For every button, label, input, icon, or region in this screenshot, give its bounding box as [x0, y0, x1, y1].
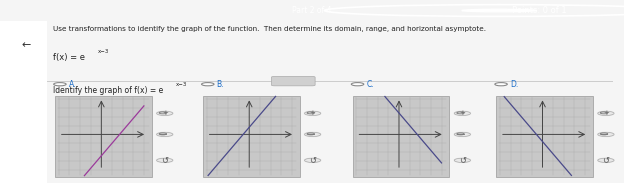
Circle shape	[157, 111, 173, 115]
Text: +: +	[603, 110, 609, 116]
Circle shape	[454, 132, 470, 137]
Circle shape	[157, 132, 173, 137]
Text: A.: A.	[69, 80, 76, 89]
Text: C.: C.	[366, 80, 374, 89]
Text: x−3: x−3	[98, 48, 109, 54]
Circle shape	[202, 83, 214, 86]
Circle shape	[305, 158, 321, 163]
Text: +: +	[459, 110, 466, 116]
Text: Part 2 of 4: Part 2 of 4	[292, 6, 332, 15]
Circle shape	[351, 83, 364, 86]
FancyBboxPatch shape	[271, 76, 315, 86]
FancyBboxPatch shape	[0, 21, 47, 183]
FancyBboxPatch shape	[55, 96, 152, 177]
Text: ↺: ↺	[459, 156, 466, 165]
Text: D.: D.	[510, 80, 518, 89]
Circle shape	[157, 158, 173, 163]
Text: ↺: ↺	[309, 156, 316, 165]
Circle shape	[598, 132, 614, 137]
Circle shape	[54, 83, 66, 86]
Circle shape	[305, 132, 321, 137]
Circle shape	[598, 158, 614, 163]
FancyBboxPatch shape	[353, 96, 449, 177]
FancyBboxPatch shape	[496, 96, 593, 177]
Text: ←: ←	[22, 40, 31, 51]
Circle shape	[454, 111, 470, 115]
Text: Use transformations to identify the graph of the function.  Then determine its d: Use transformations to identify the grap…	[53, 26, 486, 32]
Text: B.: B.	[217, 80, 224, 89]
Text: +: +	[162, 110, 168, 116]
Circle shape	[462, 9, 537, 12]
Circle shape	[305, 111, 321, 115]
FancyBboxPatch shape	[203, 96, 300, 177]
Circle shape	[598, 111, 614, 115]
Text: +: +	[310, 110, 316, 116]
Text: x−3: x−3	[176, 82, 187, 87]
Text: ↺: ↺	[161, 156, 168, 165]
Text: ↺: ↺	[602, 156, 610, 165]
Text: Points: 0 of 1: Points: 0 of 1	[512, 6, 567, 15]
Text: f(x) = e: f(x) = e	[53, 53, 85, 62]
Text: Identify the graph of f(x) = e: Identify the graph of f(x) = e	[53, 86, 163, 95]
Circle shape	[495, 83, 507, 86]
Circle shape	[454, 158, 470, 163]
